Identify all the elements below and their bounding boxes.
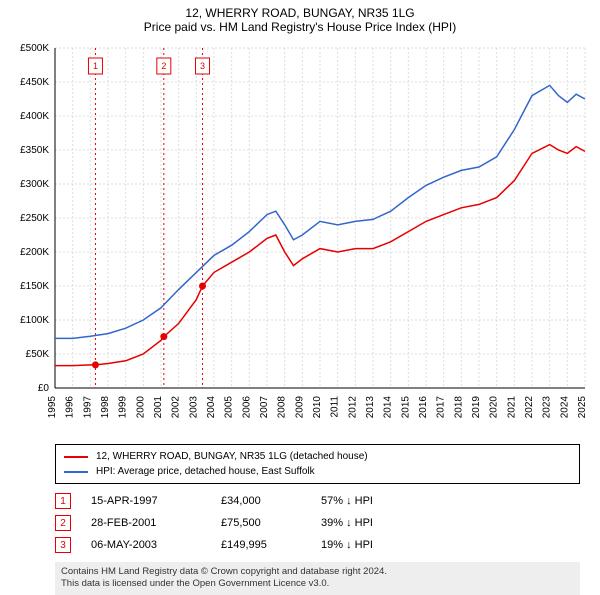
svg-text:2011: 2011 bbox=[330, 396, 341, 418]
sale-marker-2-num: 2 bbox=[60, 518, 66, 529]
svg-text:2025: 2025 bbox=[577, 396, 588, 419]
svg-text:£400K: £400K bbox=[20, 111, 49, 122]
svg-text:3: 3 bbox=[200, 61, 205, 71]
legend-label-price: 12, WHERRY ROAD, BUNGAY, NR35 1LG (detac… bbox=[96, 449, 368, 464]
svg-text:2005: 2005 bbox=[224, 396, 235, 419]
legend-box: 12, WHERRY ROAD, BUNGAY, NR35 1LG (detac… bbox=[55, 444, 580, 484]
svg-text:2015: 2015 bbox=[400, 396, 411, 419]
svg-text:2000: 2000 bbox=[135, 396, 146, 419]
svg-text:2001: 2001 bbox=[153, 396, 164, 419]
legend-item-hpi: HPI: Average price, detached house, East… bbox=[64, 464, 571, 479]
svg-text:£0: £0 bbox=[38, 383, 50, 394]
svg-text:2002: 2002 bbox=[171, 396, 182, 419]
svg-text:2019: 2019 bbox=[471, 396, 482, 419]
legend-swatch-hpi bbox=[64, 471, 88, 473]
svg-text:£250K: £250K bbox=[20, 213, 49, 224]
svg-text:2013: 2013 bbox=[365, 396, 376, 419]
sale-marker-1: 1 bbox=[55, 493, 71, 509]
svg-text:2018: 2018 bbox=[453, 396, 464, 419]
footer-line-2: This data is licensed under the Open Gov… bbox=[61, 578, 574, 590]
svg-text:1996: 1996 bbox=[65, 396, 76, 419]
svg-text:£300K: £300K bbox=[20, 179, 49, 190]
svg-text:£50K: £50K bbox=[26, 349, 50, 360]
svg-text:2023: 2023 bbox=[542, 396, 553, 419]
svg-text:2024: 2024 bbox=[559, 396, 570, 419]
svg-text:£450K: £450K bbox=[20, 77, 49, 88]
svg-text:1997: 1997 bbox=[82, 396, 93, 419]
svg-text:2010: 2010 bbox=[312, 396, 323, 419]
svg-text:1: 1 bbox=[93, 61, 98, 71]
svg-text:2012: 2012 bbox=[347, 396, 358, 419]
svg-text:2004: 2004 bbox=[206, 396, 217, 419]
sale-marker-1-num: 1 bbox=[60, 496, 66, 507]
svg-text:1998: 1998 bbox=[100, 396, 111, 419]
legend-item-price: 12, WHERRY ROAD, BUNGAY, NR35 1LG (detac… bbox=[64, 449, 571, 464]
svg-text:2: 2 bbox=[161, 61, 166, 71]
page-title: 12, WHERRY ROAD, BUNGAY, NR35 1LG bbox=[0, 0, 600, 20]
sale-marker-3: 3 bbox=[55, 537, 71, 553]
sale-marker-3-num: 3 bbox=[60, 540, 66, 551]
sale-row-3: 3 06-MAY-2003 £149,995 19% ↓ HPI bbox=[55, 534, 580, 556]
sale-delta-3: 19% ↓ HPI bbox=[321, 539, 431, 551]
line-chart-svg: £0 £50K £100K £150K £200K £250K £300K £350K £400… bbox=[0, 38, 600, 438]
svg-text:£150K: £150K bbox=[20, 281, 49, 292]
svg-text:£100K: £100K bbox=[20, 315, 49, 326]
legend-swatch-price bbox=[64, 456, 88, 458]
svg-text:2022: 2022 bbox=[524, 396, 535, 419]
sale-delta-1: 57% ↓ HPI bbox=[321, 495, 431, 507]
sales-table: 1 15-APR-1997 £34,000 57% ↓ HPI 2 28-FEB… bbox=[55, 490, 580, 556]
svg-text:2016: 2016 bbox=[418, 396, 429, 419]
footer-line-1: Contains HM Land Registry data © Crown c… bbox=[61, 566, 574, 578]
svg-text:£500K: £500K bbox=[20, 43, 49, 54]
sale-date-2: 28-FEB-2001 bbox=[91, 517, 221, 529]
sale-marker-2: 2 bbox=[55, 515, 71, 531]
sale-delta-2: 39% ↓ HPI bbox=[321, 517, 431, 529]
svg-text:2003: 2003 bbox=[188, 396, 199, 419]
sale-price-3: £149,995 bbox=[221, 539, 321, 551]
sale-row-2: 2 28-FEB-2001 £75,500 39% ↓ HPI bbox=[55, 512, 580, 534]
chart-area: £0 £50K £100K £150K £200K £250K £300K £350K £400… bbox=[0, 38, 600, 438]
svg-text:2007: 2007 bbox=[259, 396, 270, 419]
svg-text:2017: 2017 bbox=[436, 396, 447, 419]
sale-date-1: 15-APR-1997 bbox=[91, 495, 221, 507]
svg-text:2009: 2009 bbox=[294, 396, 305, 419]
svg-text:2006: 2006 bbox=[241, 396, 252, 419]
svg-text:2008: 2008 bbox=[277, 396, 288, 419]
sale-date-3: 06-MAY-2003 bbox=[91, 539, 221, 551]
svg-text:2021: 2021 bbox=[506, 396, 517, 419]
page-subtitle: Price paid vs. HM Land Registry's House … bbox=[0, 20, 600, 38]
svg-text:2014: 2014 bbox=[383, 396, 394, 419]
svg-text:2020: 2020 bbox=[489, 396, 500, 419]
svg-text:1999: 1999 bbox=[118, 396, 129, 419]
svg-text:1995: 1995 bbox=[47, 396, 58, 419]
svg-text:£200K: £200K bbox=[20, 247, 49, 258]
sale-row-1: 1 15-APR-1997 £34,000 57% ↓ HPI bbox=[55, 490, 580, 512]
sale-price-1: £34,000 bbox=[221, 495, 321, 507]
svg-text:£350K: £350K bbox=[20, 145, 49, 156]
legend-label-hpi: HPI: Average price, detached house, East… bbox=[96, 464, 315, 479]
sale-price-2: £75,500 bbox=[221, 517, 321, 529]
